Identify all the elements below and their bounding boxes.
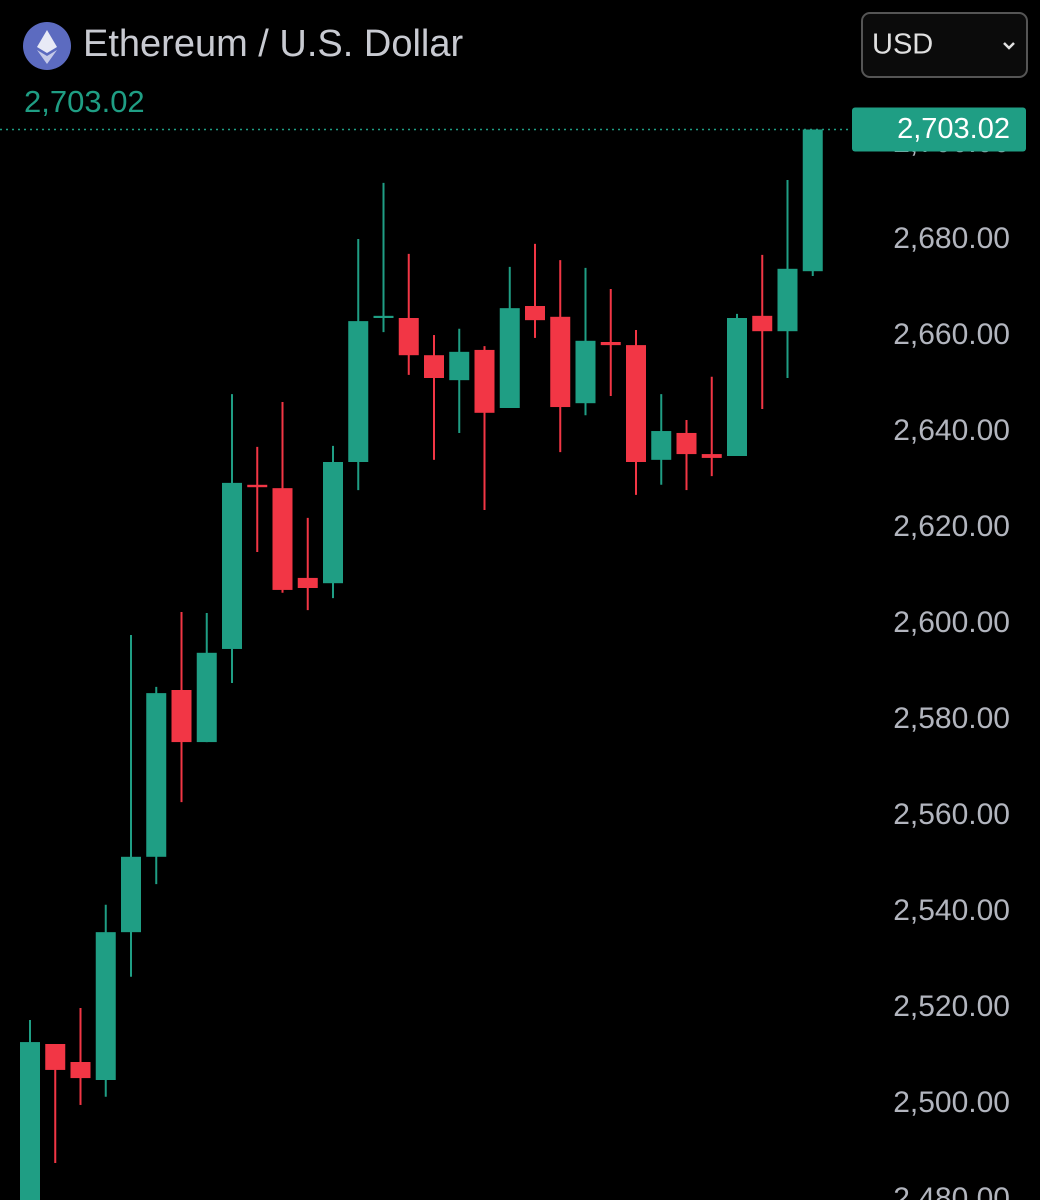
- candle-body: [348, 321, 369, 462]
- candle-body: [196, 652, 217, 743]
- candle-body: [752, 315, 773, 332]
- price-axis: 2,480.00 2,500.00 2,520.00 2,540.00 2,560.00…: [893, 126, 1010, 1200]
- y-tick-label: 2,540.00: [893, 894, 1010, 927]
- y-tick-label: 2,560.00: [893, 798, 1010, 831]
- candle-body: [95, 932, 116, 1080]
- y-tick-label: 2,520.00: [893, 990, 1010, 1023]
- y-tick-label: 2,500.00: [893, 1086, 1010, 1119]
- candle-body: [525, 306, 545, 321]
- candle-body: [600, 342, 621, 346]
- candle-body: [424, 355, 444, 378]
- y-tick-label: 2,600.00: [893, 606, 1010, 639]
- candle-body: [398, 318, 419, 356]
- candle-body: [146, 693, 167, 857]
- symbol-icon: [23, 22, 71, 70]
- overlay: 2,703.02: [0, 107, 1026, 152]
- candle-body: [777, 268, 798, 332]
- candle-body: [499, 308, 520, 408]
- y-tick-label: 2,620.00: [893, 510, 1010, 543]
- y-tick-label: 2,660.00: [893, 318, 1010, 351]
- candle-body: [575, 340, 596, 404]
- currency-label[interactable]: USD: [872, 29, 933, 61]
- candle-body: [222, 482, 242, 649]
- header-price: 2,703.02: [24, 84, 145, 119]
- y-tick-label: 2,580.00: [893, 702, 1010, 735]
- candle-body: [449, 351, 470, 381]
- candle-body: [626, 345, 646, 462]
- candle-body: [676, 432, 697, 455]
- candle-body: [20, 1042, 40, 1200]
- candle-body: [802, 129, 823, 272]
- candle-body: [474, 349, 495, 413]
- candle-body: [701, 454, 722, 458]
- y-tick-label: 2,640.00: [893, 414, 1010, 447]
- plot-area: [20, 129, 823, 1200]
- candle-body: [727, 318, 747, 456]
- candle-body: [651, 431, 672, 460]
- candle-body: [550, 316, 571, 408]
- candle-body: [272, 488, 293, 590]
- candle-body: [323, 462, 343, 584]
- candle-body: [373, 315, 394, 318]
- currency-select[interactable]: USD: [861, 12, 1028, 78]
- chart-title: Ethereum / U.S. Dollar: [83, 23, 463, 65]
- y-tick-label: 2,480.00: [893, 1182, 1010, 1200]
- candle-body: [297, 577, 318, 588]
- candle-body: [171, 690, 192, 743]
- candle-body: [121, 856, 141, 933]
- last-price-label: 2,703.02: [897, 113, 1010, 145]
- y-tick-label: 2,680.00: [893, 222, 1010, 255]
- candle-body: [45, 1044, 66, 1070]
- last-price-badge: [852, 107, 1026, 152]
- candle-body: [247, 484, 268, 488]
- candle-body: [70, 1062, 91, 1079]
